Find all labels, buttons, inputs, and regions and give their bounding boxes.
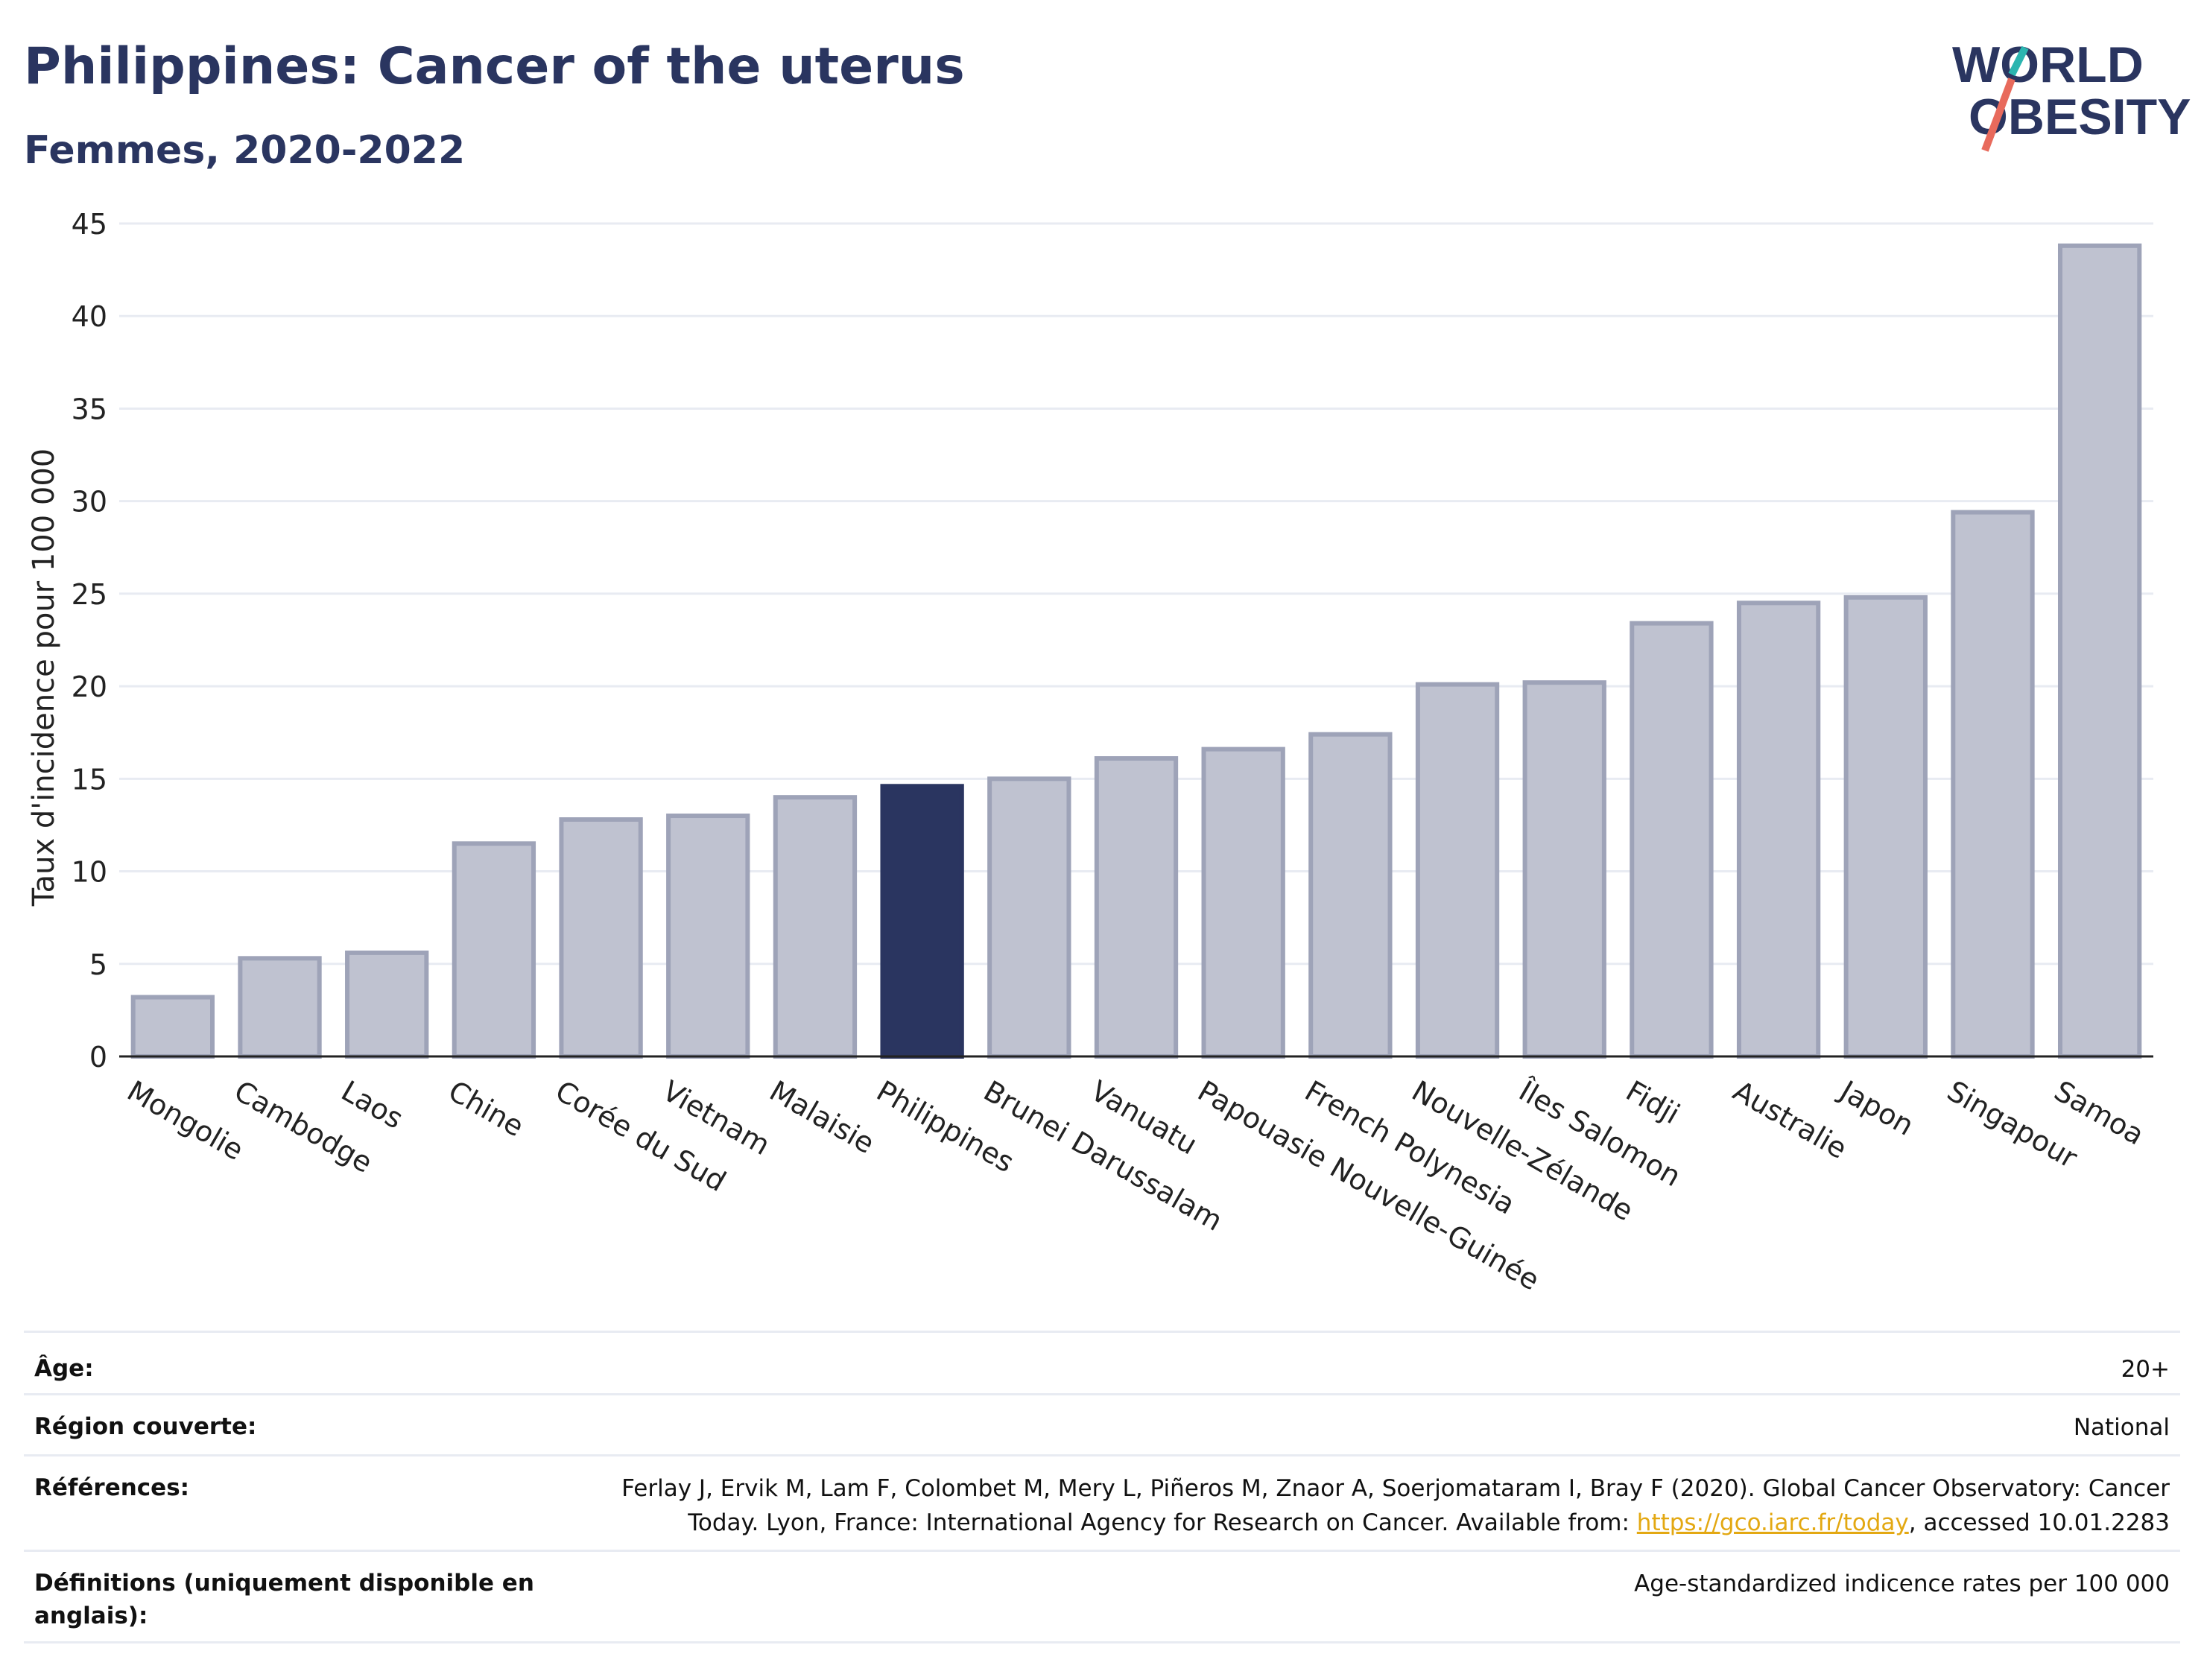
chart-subtitle: Femmes, 2020-2022 [24, 128, 466, 173]
y-tick-label: 35 [72, 393, 107, 425]
y-tick-label: 45 [72, 208, 107, 241]
references-line-1: Ferlay J, Ervik M, Lam F, Colombet M, Me… [621, 1475, 2170, 1502]
bars [130, 243, 2142, 1059]
bar[interactable] [1308, 732, 1393, 1059]
y-tick-label: 5 [89, 948, 107, 981]
definitions-label: Définitions (uniquement disponible en an… [34, 1570, 534, 1629]
y-tick-label: 30 [72, 486, 107, 519]
y-tick-label: 15 [72, 763, 107, 796]
bar[interactable] [345, 950, 429, 1059]
bar[interactable] [1736, 600, 1821, 1059]
references-value: Ferlay J, Ervik M, Lam F, Colombet M, Me… [615, 1471, 2180, 1550]
references-label: Références: [34, 1474, 190, 1501]
bar[interactable] [1415, 682, 1500, 1059]
logo-slash-teal [2008, 45, 2029, 77]
bar[interactable] [2057, 243, 2142, 1059]
bar[interactable] [1630, 621, 1714, 1059]
bar[interactable] [1522, 680, 1606, 1059]
age-value: 20+ [2121, 1356, 2170, 1383]
logo-slash-coral [1981, 77, 2015, 152]
x-tick-label: Australie [1728, 1074, 1853, 1165]
bar[interactable] [773, 795, 858, 1059]
bar[interactable] [666, 814, 750, 1059]
x-tick-label: Fidji [1621, 1074, 1685, 1131]
x-tick-label: Japon [1834, 1074, 1919, 1142]
chart-title: Philippines: Cancer of the uterus [24, 37, 965, 96]
bar-highlight[interactable] [880, 784, 964, 1059]
references-text-post: , accessed 10.01.2283 [1908, 1509, 2170, 1536]
region-value: National [2073, 1414, 2170, 1441]
y-axis-label: Taux d'incidence pour 100 000 [27, 448, 61, 907]
logo-word-world: WORLD [1952, 37, 2144, 93]
bar[interactable] [559, 817, 643, 1059]
bar[interactable] [130, 995, 215, 1059]
x-tick-label: Chine [443, 1074, 529, 1143]
y-tick-label: 25 [72, 578, 107, 611]
definitions-value: Age-standardized indicence rates per 100… [1634, 1570, 2170, 1597]
bar[interactable] [1843, 595, 1928, 1059]
references-text-pre: Today. Lyon, France: International Agenc… [688, 1509, 1637, 1536]
y-tick-labels: 0 5 10 15 20 25 30 35 40 45 [72, 208, 107, 1074]
age-label: Âge: [34, 1355, 94, 1382]
info-row-references: Références: Ferlay J, Ervik M, Lam F, Co… [24, 1454, 2180, 1550]
y-tick-label: 10 [72, 856, 107, 889]
y-tick-label: 20 [72, 671, 107, 703]
x-tick-label: Laos [336, 1074, 409, 1135]
bar[interactable] [1951, 510, 2035, 1059]
x-tick-label: Malaisie [764, 1074, 880, 1160]
world-obesity-logo: WORLD OBESITY [1952, 37, 2191, 152]
references-line-2: Today. Lyon, France: International Agenc… [615, 1506, 2170, 1540]
bar[interactable] [452, 841, 536, 1059]
region-label: Région couverte: [34, 1413, 257, 1440]
bar[interactable] [987, 776, 1071, 1059]
info-row-definitions: Définitions (uniquement disponible en an… [24, 1550, 2180, 1643]
bar[interactable] [1201, 747, 1285, 1059]
info-row-region: Région couverte: National [24, 1393, 2180, 1454]
bar[interactable] [238, 956, 322, 1059]
y-tick-label: 40 [72, 300, 107, 333]
bar[interactable] [1094, 756, 1179, 1059]
info-row-age: Âge: 20+ [24, 1331, 2180, 1393]
references-link[interactable]: https://gco.iarc.fr/today [1636, 1509, 1909, 1536]
x-tick-label: Mongolie [121, 1074, 249, 1167]
y-tick-label: 0 [89, 1041, 107, 1074]
info-table: Âge: 20+ Région couverte: National Référ… [24, 1331, 2180, 1643]
